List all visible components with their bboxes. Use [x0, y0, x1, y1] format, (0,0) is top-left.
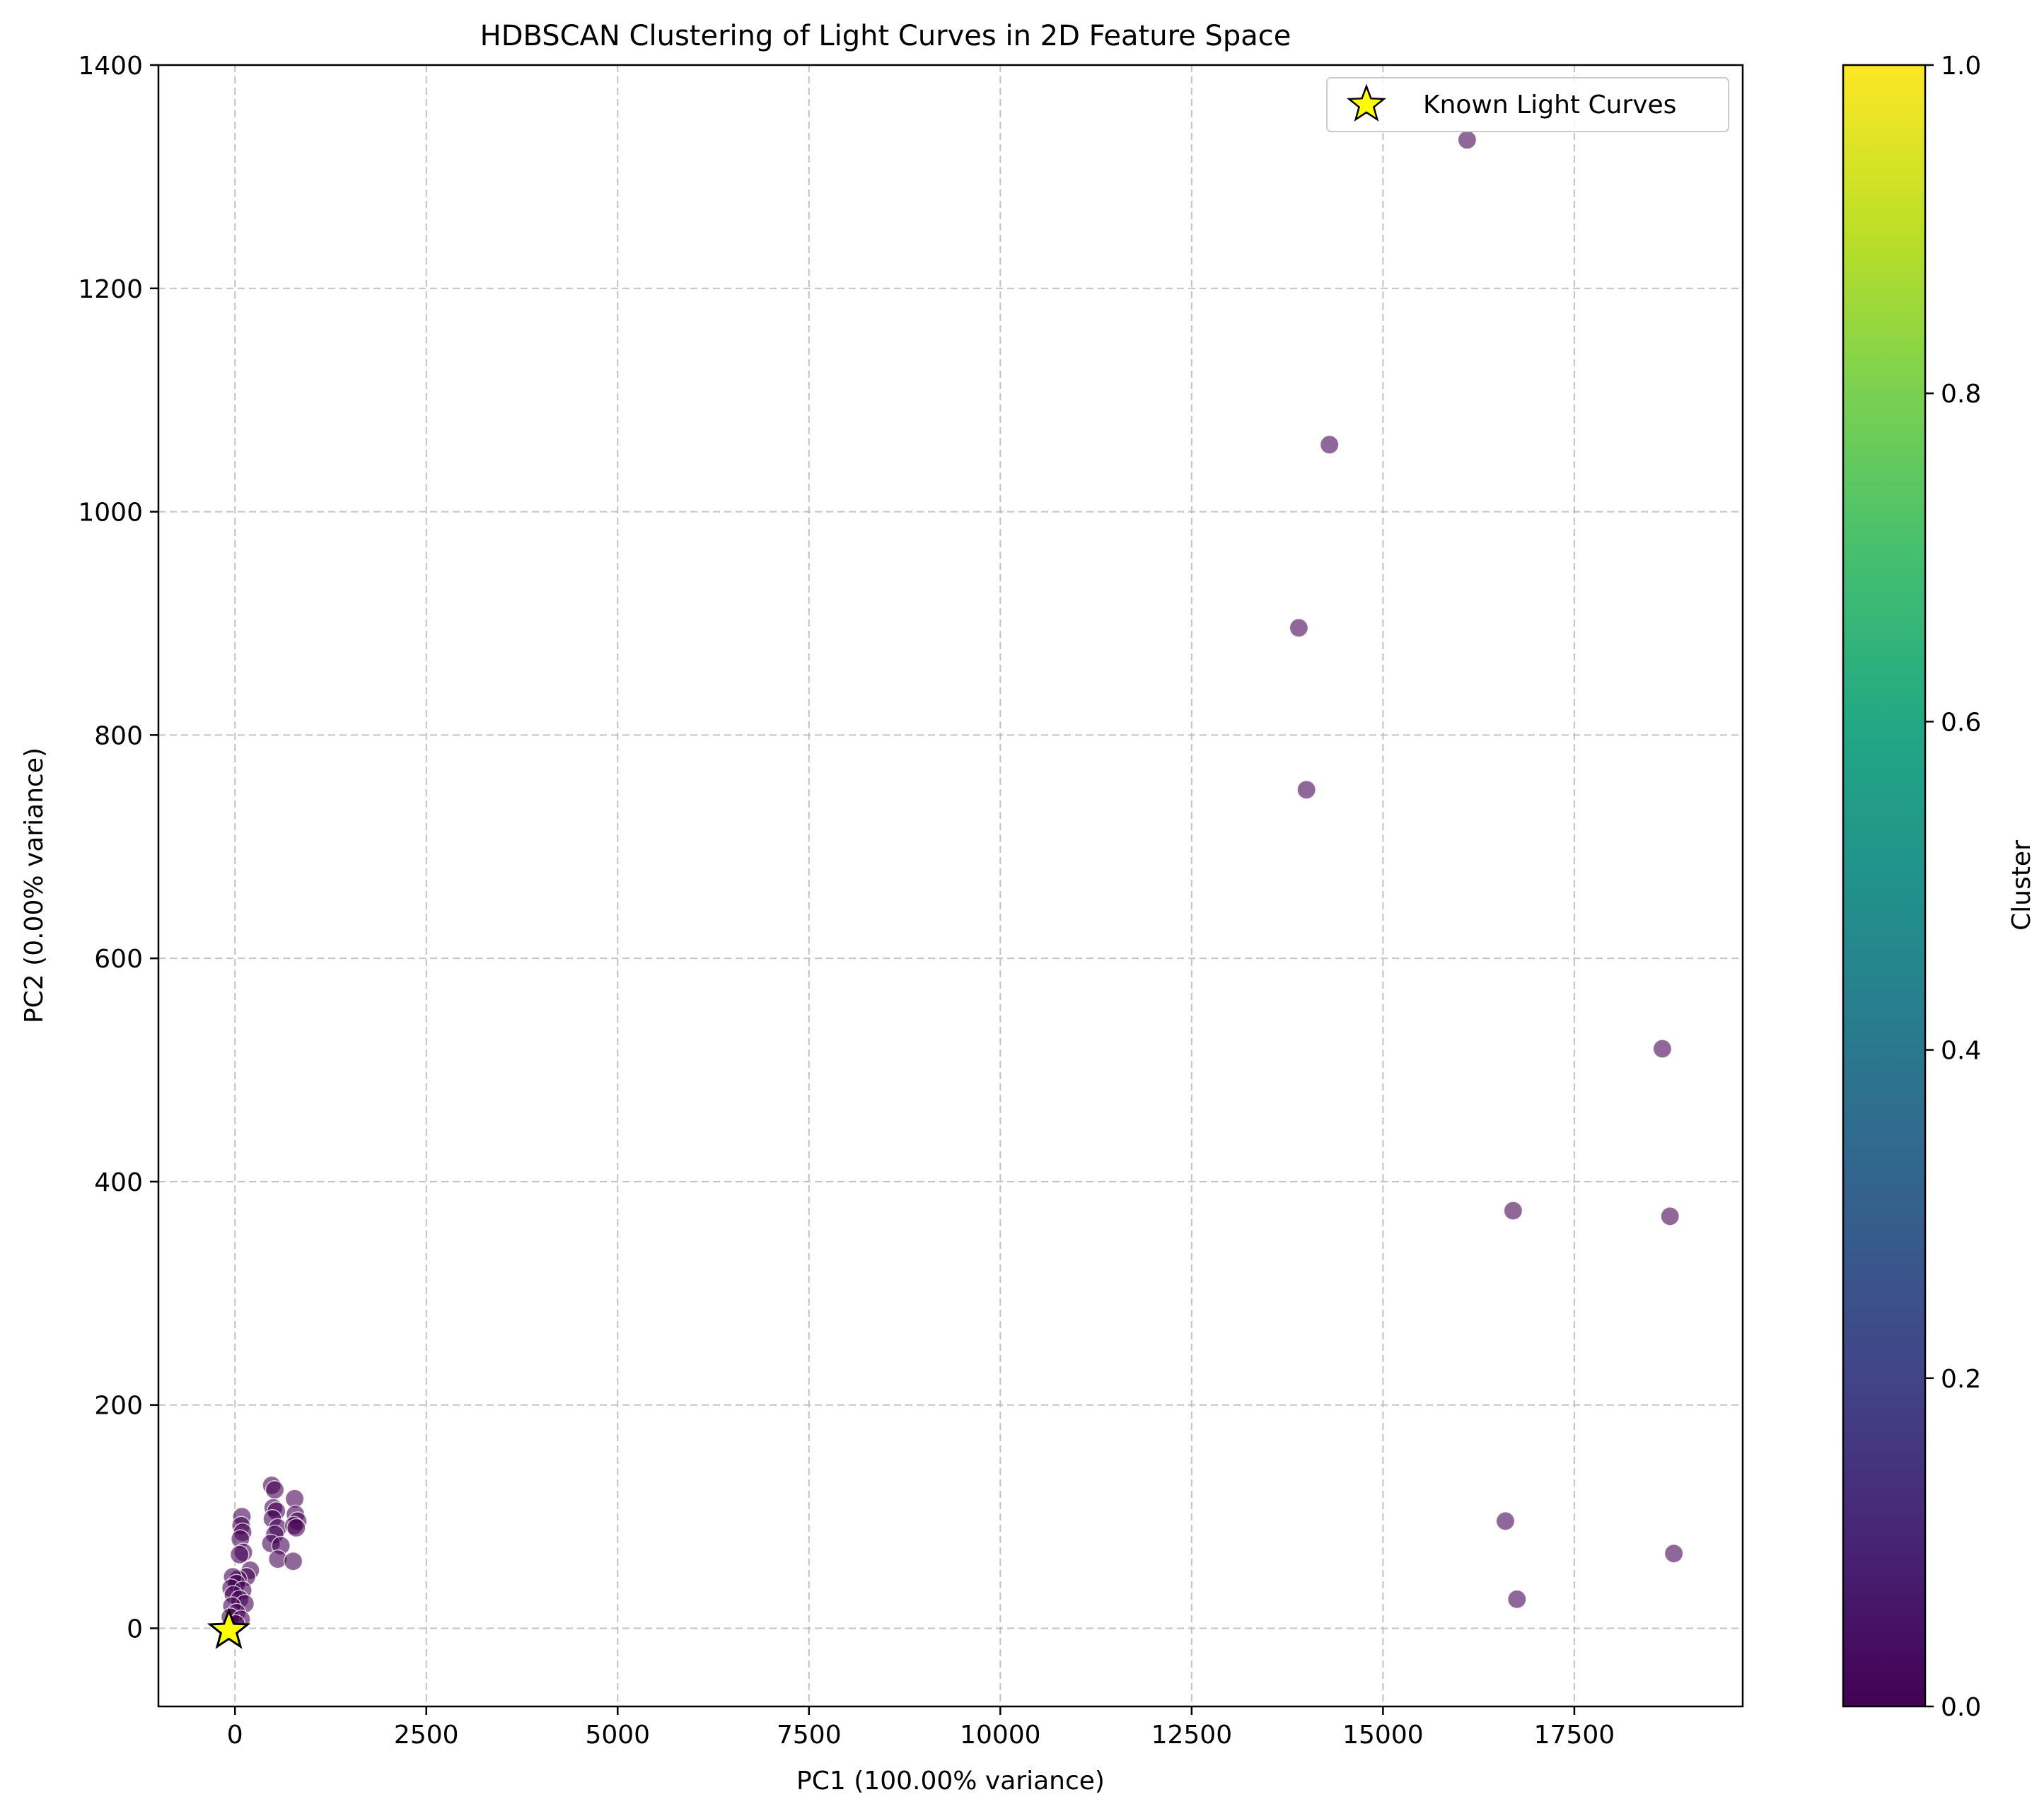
- legend-box: [1326, 77, 1729, 132]
- colorbar-tick-label: 0.4: [1941, 1037, 1981, 1066]
- y-tick-label: 1200: [78, 275, 143, 304]
- data-points: [207, 130, 1684, 1649]
- x-tick-label: 15000: [1342, 1721, 1424, 1750]
- data-point: [265, 1479, 285, 1500]
- colorbar-tick-label: 0.0: [1941, 1693, 1981, 1722]
- colorbar-tick-label: 1.0: [1941, 52, 1981, 81]
- y-tick-label: 0: [127, 1615, 143, 1644]
- y-tick-label: 1400: [78, 52, 143, 81]
- colorbar-tick-label: 0.6: [1941, 708, 1981, 737]
- x-tick-label: 10000: [960, 1721, 1041, 1750]
- data-point: [1663, 1543, 1684, 1564]
- x-tick-label: 5000: [585, 1721, 650, 1750]
- chart-title: HDBSCAN Clustering of Light Curves in 2D…: [480, 20, 1291, 52]
- data-point: [283, 1551, 303, 1571]
- x-tick-label: 0: [227, 1721, 243, 1750]
- plot-frame: [157, 64, 1744, 1708]
- y-tick-label: 600: [94, 945, 143, 974]
- data-point: [1319, 435, 1340, 455]
- colorbar-gradient: [1843, 65, 1925, 1706]
- data-point: [286, 1518, 306, 1538]
- known-light-curve-star: [207, 1607, 251, 1649]
- colorbar-tick-label: 0.8: [1941, 380, 1981, 409]
- data-point: [229, 1545, 250, 1565]
- y-tick-label: 800: [94, 721, 143, 750]
- data-point: [1495, 1511, 1516, 1531]
- x-tick-label: 17500: [1534, 1721, 1615, 1750]
- x-tick-label: 12500: [1151, 1721, 1233, 1750]
- data-point: [1296, 779, 1316, 800]
- y-axis-label: PC2 (0.00% variance): [20, 748, 49, 1023]
- x-axis-label: PC1 (100.00% variance): [796, 1767, 1105, 1796]
- colorbar: 0.0 0.2 0.4 0.6 0.8 1.0 Cluster: [1842, 52, 2036, 1722]
- colorbar-tick-label: 0.2: [1941, 1365, 1981, 1394]
- data-point: [1289, 618, 1309, 638]
- colorbar-label: Cluster: [2007, 840, 2036, 931]
- colorbar-frame: [1842, 64, 1927, 1708]
- data-point: [1507, 1589, 1527, 1610]
- x-tick-label: 2500: [394, 1721, 459, 1750]
- legend: Known Light Curves: [1326, 77, 1729, 132]
- data-point: [1457, 130, 1477, 150]
- y-tick-label: 200: [94, 1392, 143, 1421]
- y-axis-ticks: 0 200 400 600 800 1000 1200 1400: [78, 52, 158, 1644]
- data-point: [1652, 1039, 1673, 1059]
- y-tick-label: 400: [94, 1168, 143, 1197]
- x-axis-ticks: 0 2500 5000 7500 10000 12500 15000 17500: [227, 1706, 1615, 1750]
- x-tick-label: 7500: [777, 1721, 842, 1750]
- legend-star-icon: [1346, 83, 1387, 122]
- data-point: [1660, 1206, 1680, 1226]
- legend-label-known-light-curves: Known Light Curves: [1423, 91, 1676, 120]
- data-point: [1503, 1201, 1523, 1221]
- colorbar-ticks: 0.0 0.2 0.4 0.6 0.8 1.0: [1925, 52, 1981, 1722]
- grid: [158, 64, 1743, 1706]
- y-tick-label: 1000: [78, 499, 143, 528]
